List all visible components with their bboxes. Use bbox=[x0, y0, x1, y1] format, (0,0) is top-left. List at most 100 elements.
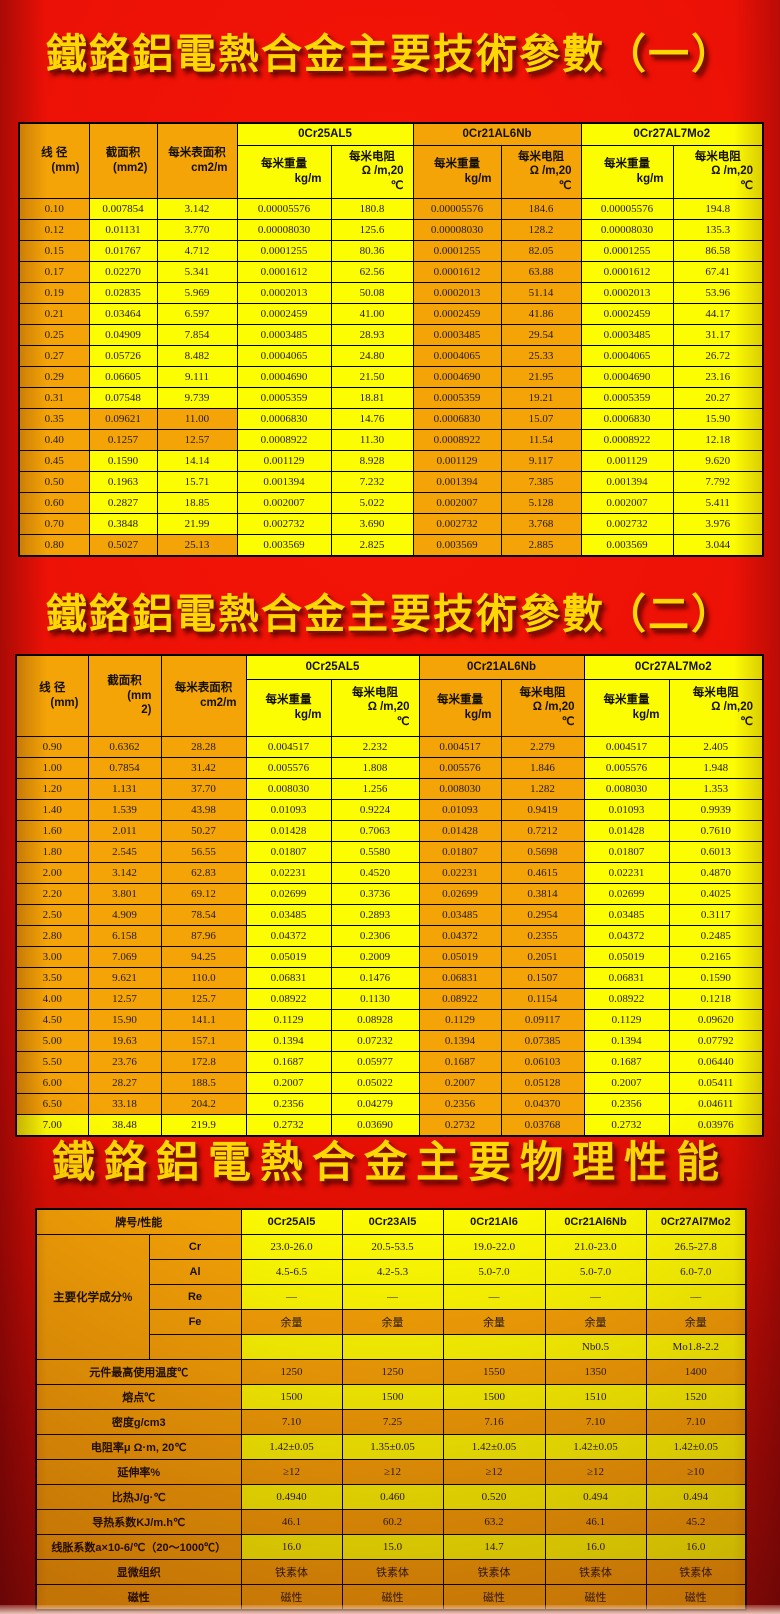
table-cell: 0.03690 bbox=[330, 1113, 420, 1136]
table-cell: 0.04909 bbox=[88, 323, 158, 346]
table-cell: 15.0 bbox=[341, 1534, 444, 1560]
table-cell bbox=[240, 1334, 343, 1360]
table-cell: 0.2356 bbox=[583, 1092, 670, 1115]
table-cell: 0.03485 bbox=[583, 903, 670, 926]
table-row: 0.35 0.09621 11.00 0.0006830 14.76 0.0006830 1… bbox=[18, 407, 764, 430]
table-cell: 0.0004065 bbox=[412, 344, 502, 367]
table-cell: 62.56 bbox=[330, 260, 414, 283]
table-cell: 0.007854 bbox=[88, 197, 158, 220]
table-cell: 0.0003485 bbox=[580, 323, 674, 346]
table-cell: 31.17 bbox=[672, 323, 764, 346]
table-cell: 1.35±0.05 bbox=[341, 1434, 444, 1460]
table-cell: 87.96 bbox=[160, 924, 247, 947]
table-cell: 1250 bbox=[341, 1359, 444, 1385]
table-cell: 41.86 bbox=[500, 302, 582, 325]
table-cell: ≥12 bbox=[341, 1459, 444, 1485]
table-cell: 21.50 bbox=[330, 365, 414, 388]
table-cell: 0.0002013 bbox=[236, 281, 332, 304]
table-cell: 0.0002459 bbox=[412, 302, 502, 325]
row-label-element: Re bbox=[148, 1284, 242, 1310]
table-row: 导热系数KJ/m.h℃ 46.1 60.2 63.2 46.1 45.2 bbox=[35, 1509, 747, 1535]
table-cell: 0.08922 bbox=[583, 987, 670, 1010]
table-cell: 23.0-26.0 bbox=[240, 1234, 343, 1260]
table-cell: 0.3736 bbox=[330, 882, 420, 905]
table-cell: 0.0002013 bbox=[412, 281, 502, 304]
table-row: 0.80 0.5027 25.13 0.003569 2.825 0.003569 2.88… bbox=[18, 533, 764, 556]
table-cell: 0.002732 bbox=[236, 512, 332, 535]
table-cell: 0.5698 bbox=[500, 840, 585, 863]
table-row: 3.50 9.621 110.0 0.06831 0.1476 0.06831 0.1507… bbox=[15, 966, 764, 989]
table-cell: 余量 bbox=[442, 1309, 546, 1335]
page-title-physical-properties: 鐵鉻鋁電熱合金主要物理性能 bbox=[52, 1140, 728, 1187]
table-cell: 0.02231 bbox=[583, 861, 670, 884]
table-cell: 18.81 bbox=[330, 386, 414, 409]
table-cell: 15.71 bbox=[156, 470, 238, 493]
table-cell: 20.27 bbox=[672, 386, 764, 409]
table-cell: 11.00 bbox=[156, 407, 238, 430]
alloy-header-0cr27al7mo2: 0Cr27AL7Mo2 bbox=[580, 122, 764, 146]
table-cell: 1.539 bbox=[87, 798, 162, 821]
table-row: 0.60 0.2827 18.85 0.002007 5.022 0.002007 5.12… bbox=[18, 491, 764, 514]
table-cell: 0.05019 bbox=[418, 945, 502, 968]
table-cell: 0.1394 bbox=[245, 1029, 332, 1052]
table-cell: 余量 bbox=[544, 1309, 647, 1335]
table-cell: 0.6013 bbox=[668, 840, 764, 863]
table-cell: 1500 bbox=[341, 1384, 444, 1410]
table-cell: 0.60 bbox=[18, 491, 90, 514]
table-cell: 0.19 bbox=[18, 281, 90, 304]
table-row: 0.17 0.02270 5.341 0.0001612 62.56 0.0001612 6… bbox=[18, 260, 764, 283]
table-cell: 2.232 bbox=[330, 735, 420, 758]
col-header-resistance-per-meter: 每米电阻 Ω /m,20 ℃ bbox=[330, 678, 420, 737]
table-row: 2.20 3.801 69.12 0.02699 0.3736 0.02699 0.3814… bbox=[15, 882, 764, 905]
table-cell: 0.0004065 bbox=[236, 344, 332, 367]
table-row: 0.10 0.007854 3.142 0.00005576 180.8 0.000055… bbox=[18, 197, 764, 220]
table-cell: 7.854 bbox=[156, 323, 238, 346]
table-cell: 0.00008030 bbox=[236, 218, 332, 241]
table-cell: 219.9 bbox=[160, 1113, 247, 1136]
table-row: 4.50 15.90 141.1 0.1129 0.08928 0.1129 0.09117… bbox=[15, 1008, 764, 1031]
table-cell: 0.0001255 bbox=[412, 239, 502, 262]
table-cell: 0.07232 bbox=[330, 1029, 420, 1052]
table-cell: 0.002732 bbox=[412, 512, 502, 535]
table-cell: 1.80 bbox=[15, 840, 89, 863]
table-cell: 0.10 bbox=[18, 197, 90, 220]
table-cell: 0.0006830 bbox=[236, 407, 332, 430]
table-cell: 41.00 bbox=[330, 302, 414, 325]
table-cell: 0.1507 bbox=[500, 966, 585, 989]
table-row: 1.80 2.545 56.55 0.01807 0.5580 0.01807 0.5698… bbox=[15, 840, 764, 863]
table-cell: 86.58 bbox=[672, 239, 764, 262]
alloy-header-0cr25al5: 0Cr25AL5 bbox=[236, 122, 414, 146]
table-cell: 0.02231 bbox=[245, 861, 332, 884]
table-cell: 0.002732 bbox=[580, 512, 674, 535]
table-cell: 0.0005359 bbox=[580, 386, 674, 409]
table-cell: 19.63 bbox=[87, 1029, 162, 1052]
col-header-alloy: 0Cr21Al6 bbox=[442, 1208, 546, 1235]
table-cell bbox=[442, 1334, 546, 1360]
table-row: 1.20 1.131 37.70 0.008030 1.256 0.008030 1.282… bbox=[15, 777, 764, 800]
table-cell: 铁素体 bbox=[645, 1559, 747, 1585]
table-row: 熔点℃ 1500 1500 1500 1510 1520 bbox=[35, 1384, 747, 1410]
table-cell: 0.07385 bbox=[500, 1029, 585, 1052]
row-label-chemical-composition: 主要化学成分% bbox=[35, 1234, 150, 1360]
table-cell: 0.0005359 bbox=[236, 386, 332, 409]
table-cell: 0.0003485 bbox=[236, 323, 332, 346]
table-cell: 0.35 bbox=[18, 407, 90, 430]
table-cell: 20.5-53.5 bbox=[341, 1234, 444, 1260]
table-cell: 82.05 bbox=[500, 239, 582, 262]
row-label-property: 电阻率μ Ω·m, 20℃ bbox=[35, 1434, 242, 1460]
table-cell: 0.0001612 bbox=[580, 260, 674, 283]
table-cell: 0.7063 bbox=[330, 819, 420, 842]
table-cell: 4.712 bbox=[156, 239, 238, 262]
table-cell: 0.005576 bbox=[418, 756, 502, 779]
table-cell: 0.07792 bbox=[668, 1029, 764, 1052]
table-cell: 0.21 bbox=[18, 302, 90, 325]
table-cell: 2.50 bbox=[15, 903, 89, 926]
table-cell: 125.7 bbox=[160, 987, 247, 1010]
table-row: 6.50 33.18 204.2 0.2356 0.04279 0.2356 0.04370… bbox=[15, 1092, 764, 1115]
table-cell: 38.48 bbox=[87, 1113, 162, 1136]
table-cell: 3.801 bbox=[87, 882, 162, 905]
table-cell: 0.494 bbox=[645, 1484, 747, 1510]
table-cell: 5.128 bbox=[500, 491, 582, 514]
table-cell: 7.792 bbox=[672, 470, 764, 493]
